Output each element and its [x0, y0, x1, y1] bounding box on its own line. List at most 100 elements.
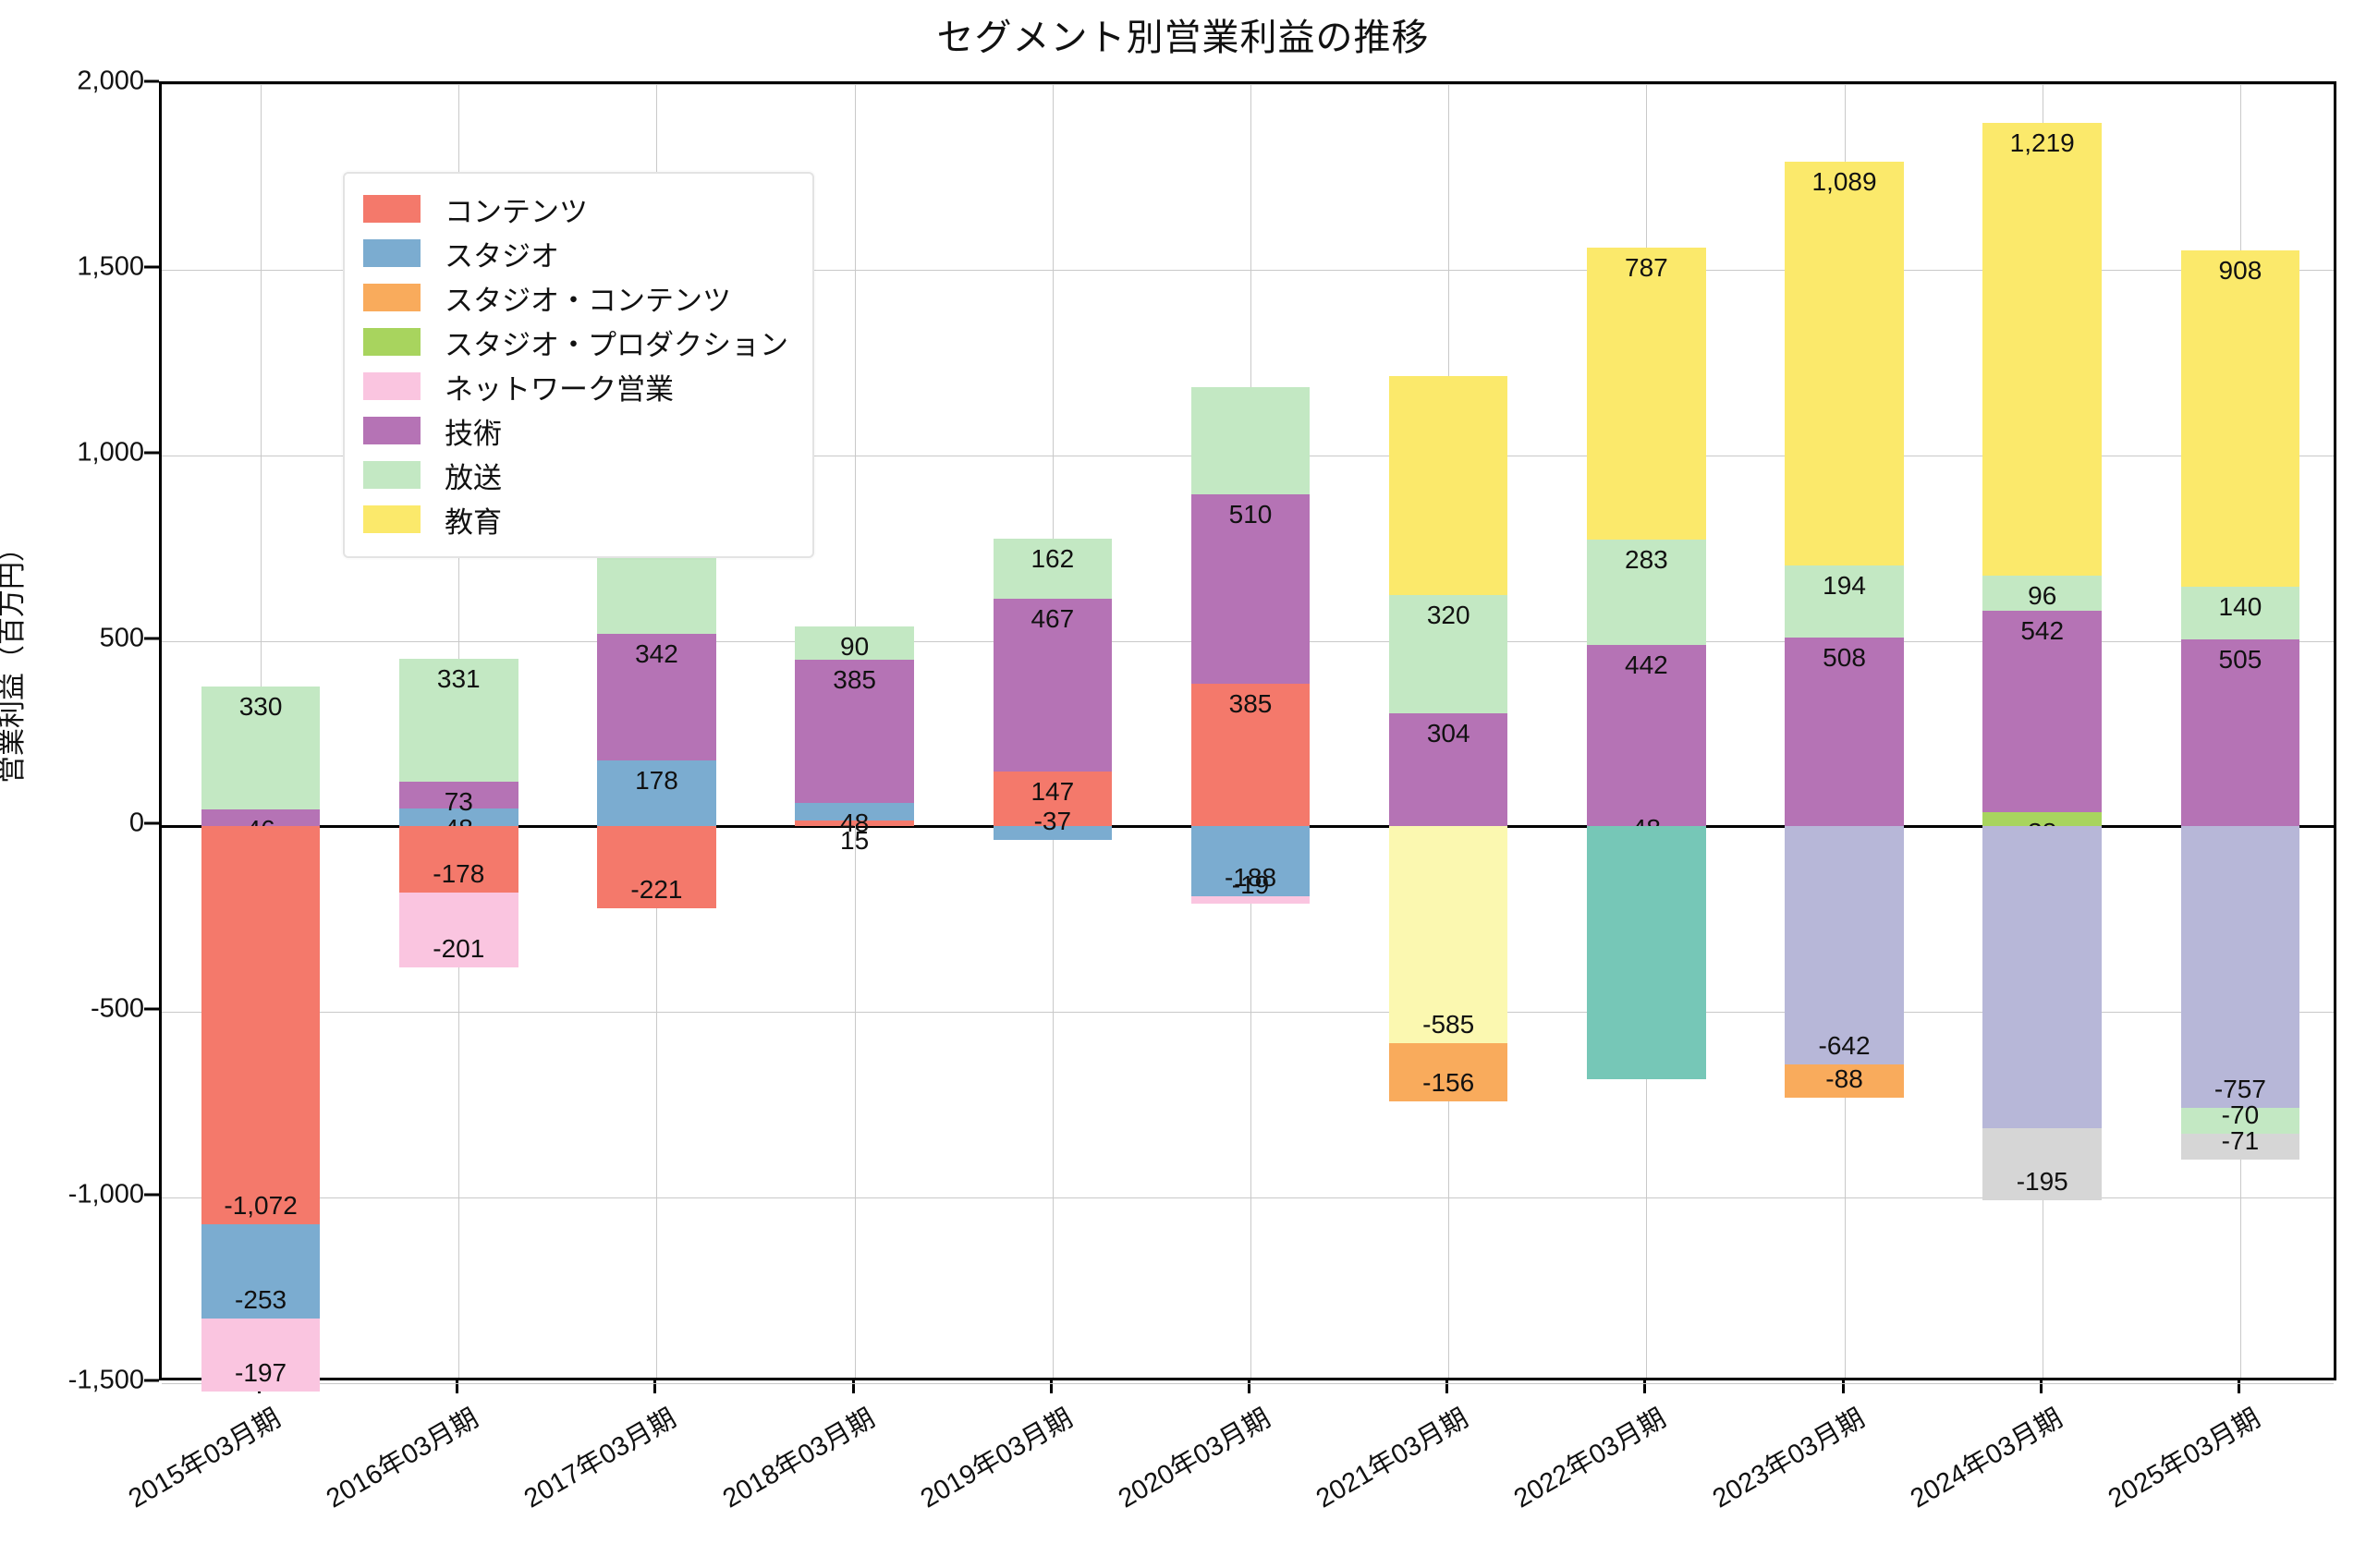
bar-segment	[399, 658, 518, 782]
bar-segment-label: 442	[1625, 650, 1668, 679]
bar-segment-label: -221	[630, 875, 683, 905]
bar-segment	[993, 826, 1113, 841]
x-axis-tick-mark	[1248, 1380, 1250, 1393]
legend-item[interactable]: スタジオ・コンテンツ	[363, 275, 788, 320]
y-axis-tick-label: 1,000	[77, 437, 144, 468]
bar-segment-label: 73	[444, 786, 473, 816]
bar-segment	[993, 538, 1113, 599]
x-axis-tick-label: 2025年03月期	[2103, 1403, 2265, 1514]
bar-segment-label: -197	[235, 1357, 287, 1387]
legend-swatch-icon	[363, 372, 421, 400]
legend-item[interactable]: コンテンツ	[363, 187, 788, 231]
y-axis-tick-mark	[144, 637, 159, 640]
bar-segment-label: 194	[1823, 571, 1866, 601]
x-axis-tick-label: 2023年03月期	[1707, 1403, 1870, 1514]
x-axis-tick-label: 2019年03月期	[915, 1403, 1078, 1514]
bar-segment-label: 908	[2218, 255, 2262, 285]
y-axis-tick-label: -1,000	[67, 1179, 144, 1209]
bar-segment	[1785, 565, 1904, 638]
bar-segment	[2180, 638, 2300, 827]
bar-segment-label: 331	[436, 663, 481, 693]
legend-swatch-icon	[363, 505, 421, 533]
y-axis-tick-mark	[144, 451, 159, 455]
bar-segment	[1388, 713, 1508, 827]
x-axis-tick-label: 2015年03月期	[123, 1403, 287, 1514]
legend-item[interactable]: ネットワーク営業	[363, 364, 788, 408]
bar-segment	[993, 772, 1113, 827]
x-axis-tick-mark	[653, 1380, 657, 1393]
bar-segment	[399, 781, 518, 809]
legend-item[interactable]: スタジオ	[363, 231, 788, 275]
chart-legend[interactable]: コンテンツ スタジオ スタジオ・コンテンツ スタジオ・プロダクション ネットワーク営業技…	[343, 172, 814, 558]
bar-segment-label: -188	[1224, 862, 1277, 892]
bar-segment-label: 140	[2218, 592, 2262, 622]
y-axis-tick-mark	[144, 265, 159, 269]
bar-segment	[1982, 826, 2102, 1128]
bar-segment-label: 542	[2020, 616, 2065, 646]
x-axis-tick-mark	[456, 1380, 459, 1393]
legend-item[interactable]: スタジオ・プロダクション	[363, 320, 788, 364]
legend-swatch-icon	[363, 328, 421, 356]
bar-segment	[1388, 594, 1508, 714]
bar-segment	[399, 826, 518, 893]
bar-segment-label: -88	[1825, 1064, 1863, 1093]
bar-segment-label: -195	[2016, 1166, 2068, 1196]
bar-segment-label: -585	[1422, 1010, 1475, 1039]
bar-segment	[1785, 1064, 1904, 1098]
bar-segment-label: 508	[1823, 643, 1866, 673]
bar-segment	[1190, 493, 1311, 684]
bar-segment	[2180, 826, 2300, 1108]
bar-segment	[1785, 161, 1904, 566]
bar-segment	[2180, 249, 2300, 588]
gridline-horizontal	[162, 1383, 2334, 1384]
bar-segment-label: 342	[635, 638, 678, 668]
x-axis-tick-label: 2016年03月期	[322, 1403, 484, 1514]
bar-segment	[795, 803, 914, 821]
bar-segment	[1190, 826, 1311, 896]
x-axis-tick-mark	[1049, 1380, 1053, 1393]
y-axis-tick-mark	[144, 1379, 159, 1382]
bar-segment-label: 320	[1426, 600, 1470, 629]
bar-segment	[1587, 539, 1706, 645]
bar-segment	[993, 598, 1113, 772]
y-axis-label: 営業利益（百万円）	[0, 534, 28, 784]
gridline-horizontal	[162, 84, 2334, 85]
bar-segment	[1587, 826, 1706, 1079]
y-axis-tick-label: 1,500	[77, 251, 144, 282]
legend-item-label: 放送	[445, 461, 502, 494]
bar-segment-label: 90	[840, 632, 870, 662]
gridline-horizontal	[162, 1197, 2334, 1199]
bar-segment	[201, 687, 321, 809]
x-axis-tick-mark	[2039, 1380, 2043, 1393]
legend-item[interactable]: 放送	[363, 453, 788, 497]
bar-segment-label: 304	[1426, 719, 1470, 748]
bar-segment	[2180, 1133, 2300, 1161]
bar-segment-label: -156	[1422, 1068, 1475, 1098]
bar-segment	[201, 826, 321, 1225]
legend-item[interactable]: 教育	[363, 497, 788, 541]
bar-segment	[201, 1318, 321, 1392]
y-axis-tick-label: 0	[128, 808, 144, 838]
bar-segment	[1190, 387, 1311, 494]
bar-segment	[597, 826, 716, 909]
x-axis-tick-label: 2021年03月期	[1311, 1403, 1474, 1514]
gridline-horizontal	[162, 269, 2334, 271]
legend-item[interactable]: 技術	[363, 408, 788, 453]
bar-segment-label: 787	[1625, 252, 1668, 282]
bar-segment	[1785, 826, 1904, 1065]
legend-swatch-icon	[363, 239, 421, 267]
bar-segment-label: 330	[238, 692, 283, 722]
bar-segment-label: 283	[1625, 544, 1668, 574]
bar-segment	[2180, 587, 2300, 639]
bar-segment	[1388, 1043, 1508, 1102]
y-axis-tick-label: -1,500	[67, 1365, 144, 1395]
legend-item-label: 教育	[445, 505, 502, 539]
bar-segment-label: -642	[1818, 1031, 1871, 1061]
x-axis-tick-mark	[1841, 1380, 1845, 1393]
bar-segment-label: -71	[2221, 1126, 2260, 1156]
bar-segment	[795, 820, 914, 827]
legend-swatch-icon	[363, 417, 421, 444]
y-axis-tick-label: 500	[99, 623, 144, 653]
bar-segment	[2180, 1107, 2300, 1134]
